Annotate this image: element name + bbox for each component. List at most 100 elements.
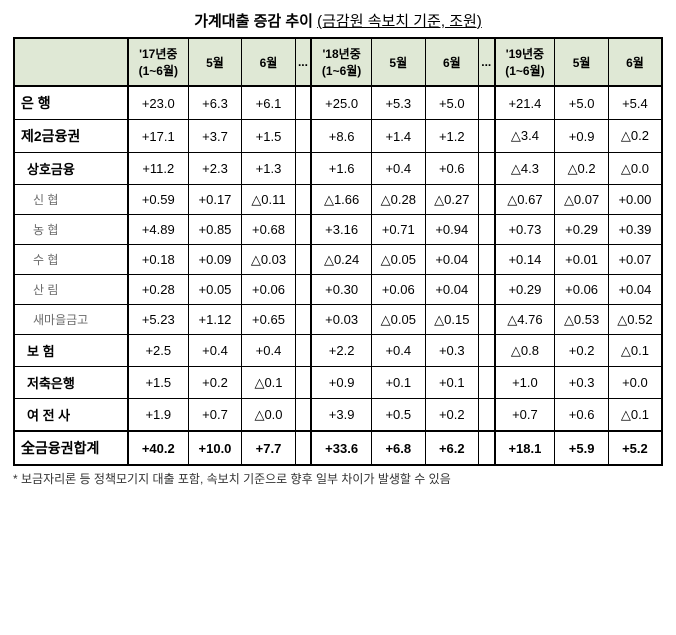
cell-y19-m6: △0.52 xyxy=(608,305,662,335)
cell-y18-m5: +5.3 xyxy=(372,86,426,120)
cell-dots xyxy=(295,215,311,245)
header-y19: '19년중 (1~6월) xyxy=(495,38,555,86)
cell-dots xyxy=(479,185,495,215)
row-label: 새마을금고 xyxy=(14,305,128,335)
cell-y18-m6: +5.0 xyxy=(425,86,479,120)
cell-dots xyxy=(479,153,495,185)
header-y18-m6: 6월 xyxy=(425,38,479,86)
cell-y19-m6: △0.1 xyxy=(608,399,662,432)
cell-y17-m6: +0.06 xyxy=(242,275,296,305)
cell-y17: +2.5 xyxy=(128,335,188,367)
cell-y19: △3.4 xyxy=(495,120,555,153)
cell-y18-m6: +0.94 xyxy=(425,215,479,245)
cell-y17-m6: △0.11 xyxy=(242,185,296,215)
cell-y17-m5: +1.12 xyxy=(188,305,242,335)
cell-y19: △0.67 xyxy=(495,185,555,215)
row-label: 신 협 xyxy=(14,185,128,215)
cell-y19-m5: +0.3 xyxy=(555,367,609,399)
header-y18: '18년중 (1~6월) xyxy=(311,38,371,86)
table-row: 새마을금고+5.23+1.12+0.65+0.03△0.05△0.15△4.76… xyxy=(14,305,662,335)
cell-y19-m6: +0.04 xyxy=(608,275,662,305)
cell-dots xyxy=(295,275,311,305)
cell-dots xyxy=(479,431,495,465)
table-row: 제2금융권+17.1+3.7+1.5+8.6+1.4+1.2△3.4+0.9△0… xyxy=(14,120,662,153)
cell-y17-m6: +1.5 xyxy=(242,120,296,153)
cell-dots xyxy=(479,335,495,367)
cell-y18: △0.24 xyxy=(311,245,371,275)
cell-y18-m5: +0.4 xyxy=(372,153,426,185)
row-label: 全금융권합계 xyxy=(14,431,128,465)
chart-title: 가계대출 증감 추이 (금감원 속보치 기준, 조원) xyxy=(10,10,666,31)
cell-y19-m5: +0.29 xyxy=(555,215,609,245)
cell-y19: △0.8 xyxy=(495,335,555,367)
cell-dots xyxy=(479,305,495,335)
cell-y17-m5: +6.3 xyxy=(188,86,242,120)
cell-y18-m6: +0.6 xyxy=(425,153,479,185)
header-y19-m6: 6월 xyxy=(608,38,662,86)
cell-y19-m6: △0.1 xyxy=(608,335,662,367)
header-y17-m6: 6월 xyxy=(242,38,296,86)
row-label: 수 협 xyxy=(14,245,128,275)
cell-y18: +2.2 xyxy=(311,335,371,367)
cell-dots xyxy=(295,305,311,335)
row-label: 은 행 xyxy=(14,86,128,120)
cell-y17: +1.5 xyxy=(128,367,188,399)
title-sub: (금감원 속보치 기준, 조원) xyxy=(317,13,482,30)
cell-y18: +0.9 xyxy=(311,367,371,399)
cell-y17: +0.18 xyxy=(128,245,188,275)
cell-y18-m6: △0.27 xyxy=(425,185,479,215)
cell-y19: +18.1 xyxy=(495,431,555,465)
cell-y18-m5: △0.05 xyxy=(372,245,426,275)
cell-y19-m5: +0.9 xyxy=(555,120,609,153)
cell-y17-m5: +0.2 xyxy=(188,367,242,399)
cell-y18-m6: +0.1 xyxy=(425,367,479,399)
cell-y18-m6: +0.04 xyxy=(425,275,479,305)
cell-y19-m5: +5.9 xyxy=(555,431,609,465)
cell-dots xyxy=(479,275,495,305)
cell-y17-m6: △0.03 xyxy=(242,245,296,275)
cell-y18-m6: +0.2 xyxy=(425,399,479,432)
cell-y18: +8.6 xyxy=(311,120,371,153)
title-main: 가계대출 증감 추이 xyxy=(194,13,313,30)
cell-y19-m5: +5.0 xyxy=(555,86,609,120)
table-row: 산 림+0.28+0.05+0.06+0.30+0.06+0.04+0.29+0… xyxy=(14,275,662,305)
header-dots-1: ... xyxy=(295,38,311,86)
cell-y19: +0.7 xyxy=(495,399,555,432)
cell-y17-m6: +0.68 xyxy=(242,215,296,245)
cell-y18-m6: △0.15 xyxy=(425,305,479,335)
cell-y19-m6: +5.4 xyxy=(608,86,662,120)
header-y17: '17년중 (1~6월) xyxy=(128,38,188,86)
cell-y19: +0.14 xyxy=(495,245,555,275)
cell-y18: +3.16 xyxy=(311,215,371,245)
cell-y17-m5: +0.05 xyxy=(188,275,242,305)
cell-dots xyxy=(479,367,495,399)
table-row: 은 행+23.0+6.3+6.1+25.0+5.3+5.0+21.4+5.0+5… xyxy=(14,86,662,120)
row-label: 제2금융권 xyxy=(14,120,128,153)
cell-y19: △4.3 xyxy=(495,153,555,185)
table-row: 저축은행+1.5+0.2△0.1+0.9+0.1+0.1+1.0+0.3+0.0 xyxy=(14,367,662,399)
cell-y19-m6: +0.39 xyxy=(608,215,662,245)
cell-dots xyxy=(295,86,311,120)
header-y18-m5: 5월 xyxy=(372,38,426,86)
cell-dots xyxy=(295,399,311,432)
cell-y18-m6: +0.3 xyxy=(425,335,479,367)
table-row: 여 전 사+1.9+0.7△0.0+3.9+0.5+0.2+0.7+0.6△0.… xyxy=(14,399,662,432)
cell-y17: +4.89 xyxy=(128,215,188,245)
row-label: 보 험 xyxy=(14,335,128,367)
table-row: 신 협+0.59+0.17△0.11△1.66△0.28△0.27△0.67△0… xyxy=(14,185,662,215)
cell-y17-m5: +0.4 xyxy=(188,335,242,367)
cell-dots xyxy=(295,120,311,153)
row-label: 농 협 xyxy=(14,215,128,245)
cell-y18: +3.9 xyxy=(311,399,371,432)
cell-dots xyxy=(479,245,495,275)
header-y17-m5: 5월 xyxy=(188,38,242,86)
header-row: '17년중 (1~6월) 5월 6월 ... '18년중 (1~6월) 5월 6… xyxy=(14,38,662,86)
cell-dots xyxy=(295,431,311,465)
cell-y19-m6: +0.00 xyxy=(608,185,662,215)
cell-y18-m6: +6.2 xyxy=(425,431,479,465)
cell-y17-m6: +1.3 xyxy=(242,153,296,185)
header-dots-2: ... xyxy=(479,38,495,86)
cell-y17-m5: +2.3 xyxy=(188,153,242,185)
cell-y19-m5: △0.07 xyxy=(555,185,609,215)
footnote: * 보금자리론 등 정책모기지 대출 포함, 속보치 기준으로 향후 일부 차이… xyxy=(13,470,663,487)
